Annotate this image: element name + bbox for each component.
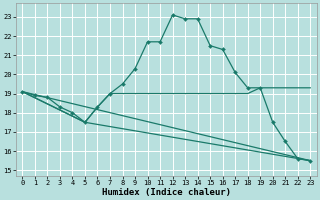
X-axis label: Humidex (Indice chaleur): Humidex (Indice chaleur) [102, 188, 231, 197]
